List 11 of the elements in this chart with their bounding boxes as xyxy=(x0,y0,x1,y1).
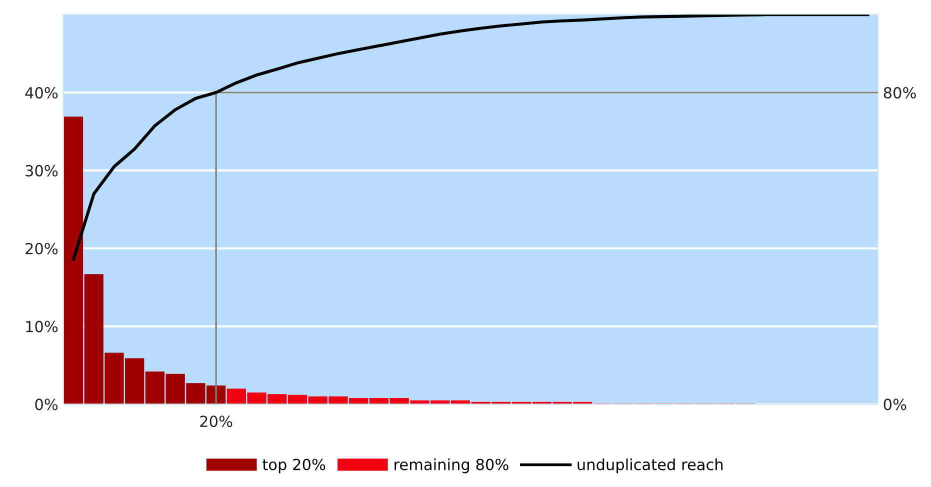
legend-label: remaining 80% xyxy=(394,458,508,474)
text: 20% xyxy=(200,416,232,428)
y-tick-label: 10% xyxy=(26,320,58,332)
legend-label: unduplicated reach xyxy=(578,458,723,474)
legend-label: top 20% xyxy=(262,458,326,474)
y-tick-label: 0% xyxy=(35,398,58,410)
y2-tick-label: 80% xyxy=(884,86,916,99)
y2-tick-label: 0% xyxy=(884,398,906,410)
y-tick-label: 20% xyxy=(26,242,58,254)
y-tick-label: 40% xyxy=(25,86,58,99)
y-tick-label: 30% xyxy=(26,164,58,176)
